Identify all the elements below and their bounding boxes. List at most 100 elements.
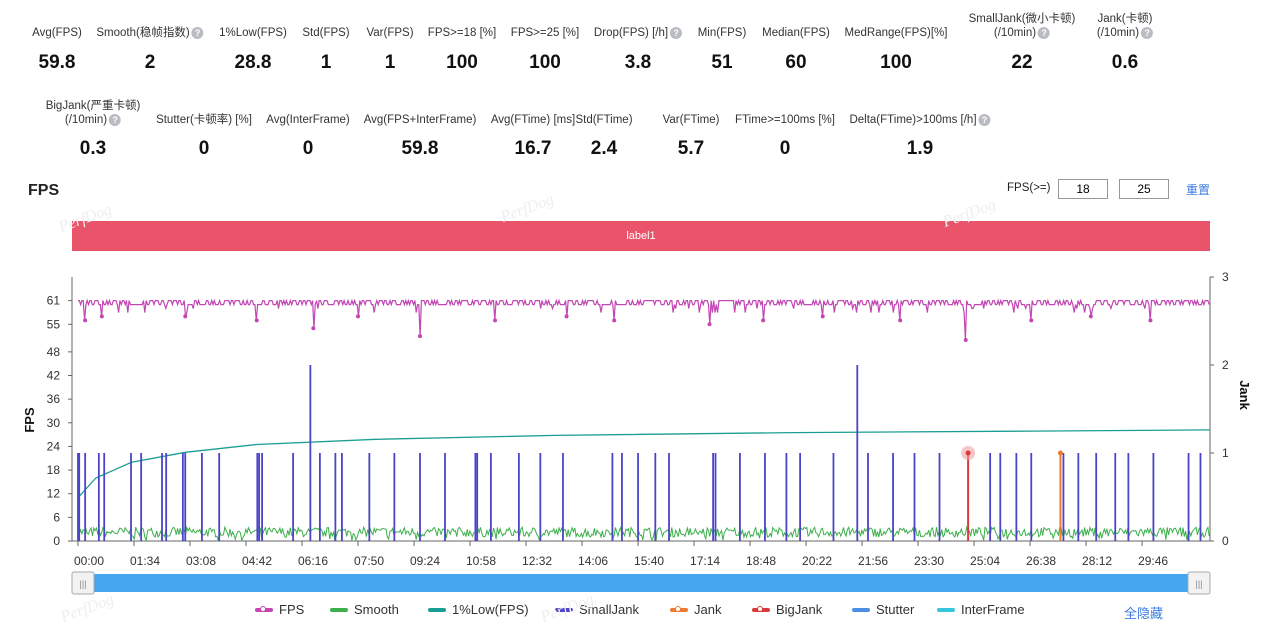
stat-label: Smooth(稳帧指数)? [96, 26, 204, 40]
slider-left-handle[interactable] [71, 571, 95, 595]
stat-value: 100 [529, 52, 561, 73]
fps-dip-point [1088, 314, 1093, 319]
label-bar[interactable]: label1 [72, 221, 1210, 251]
y-tick-label: 48 [47, 345, 61, 359]
stat-label-text: Stutter(卡顿率) [%] [156, 114, 252, 126]
legend-swatch-icon [670, 605, 688, 612]
help-icon[interactable]: ? [670, 26, 683, 39]
jank-point [1057, 450, 1063, 456]
stat-label-text: Drop(FPS) [/h] [593, 27, 669, 39]
legend-item-smalljank[interactable]: SmallJank [555, 602, 639, 617]
y-tick-label: 42 [47, 369, 61, 383]
y-tick-label: 6 [53, 510, 60, 524]
stat-label: Std(FTime) [575, 113, 632, 127]
y-tick-label: 24 [47, 439, 61, 453]
bigjank-point [965, 450, 971, 456]
fps-dip-point [311, 326, 316, 331]
legend-item-interframe[interactable]: InterFrame [937, 602, 1025, 617]
legend-item-smooth[interactable]: Smooth [330, 602, 399, 617]
fps-dip-point [707, 322, 712, 327]
legend-swatch-icon [428, 607, 446, 612]
y-right-axis-label: Jank [1237, 380, 1252, 410]
legend-item-fps[interactable]: FPS [255, 602, 304, 617]
x-tick-label: 00:00 [74, 554, 104, 568]
fps-dip-point [564, 314, 569, 319]
stat-value: 3.8 [624, 52, 652, 73]
stat-value: 0.3 [79, 138, 107, 159]
y-right-tick-label: 3 [1222, 270, 1229, 284]
help-icon[interactable]: ? [109, 113, 122, 126]
stats-panel: Avg(FPS) 59.8 Smooth(稳帧指数)? 2 1%Low(FPS) 28.8… [0, 0, 1268, 170]
fps-threshold-1-input[interactable] [1058, 179, 1108, 199]
fps-dip-point [254, 318, 259, 323]
legend-item-stutter[interactable]: Stutter [852, 602, 914, 617]
x-tick-label: 17:14 [690, 554, 720, 568]
x-tick-label: 01:34 [130, 554, 160, 568]
legend-item-jank[interactable]: Jank [670, 602, 721, 617]
x-tick-label: 20:22 [802, 554, 832, 568]
stat-label: Avg(InterFrame) [266, 113, 350, 127]
stat-label-text: BigJank(严重卡顿) [45, 100, 141, 112]
time-range-slider[interactable] [72, 574, 1210, 592]
stat-label-unit: (/10min) [1096, 27, 1140, 39]
reset-button[interactable]: 重置 [1186, 183, 1211, 197]
smooth-series-line [77, 525, 1210, 543]
y-right-tick-label: 2 [1222, 358, 1229, 372]
stat-label-text: Jank(卡顿) [1097, 13, 1153, 25]
y-tick-label: 0 [53, 534, 60, 548]
stat-label-text: Avg(FPS+InterFrame) [363, 114, 477, 126]
help-icon[interactable]: ? [191, 26, 204, 39]
x-tick-label: 18:48 [746, 554, 776, 568]
fps-dip-point [183, 314, 188, 319]
legend-label: Jank [694, 602, 722, 617]
help-icon[interactable]: ? [1141, 26, 1154, 39]
stat-label: Var(FPS) [366, 26, 413, 40]
help-icon[interactable]: ? [1038, 26, 1051, 39]
help-icon[interactable]: ? [978, 113, 991, 126]
fps-threshold-label: FPS(>=) [1007, 182, 1051, 194]
stat-label-text: Avg(InterFrame) [266, 114, 350, 126]
hide-all-button[interactable]: 全隐藏 [1124, 606, 1164, 621]
fps-threshold-2-input[interactable] [1119, 179, 1169, 199]
stat-value: 100 [446, 52, 478, 73]
y-right-tick-label: 0 [1222, 534, 1229, 548]
stat-value: 1 [384, 52, 396, 73]
stat-label: Delta(FTime)>100ms [/h]? [849, 113, 991, 127]
x-tick-label: 28:12 [1082, 554, 1112, 568]
legend-item-bigjank[interactable]: BigJank [752, 602, 822, 617]
fps-dip-point [761, 318, 766, 323]
stat-label-text: FTime>=100ms [%] [735, 114, 835, 126]
stat-value: 0 [779, 138, 791, 159]
legend-item-1lowfps[interactable]: 1%Low(FPS) [428, 602, 529, 617]
legend-swatch-icon [937, 607, 955, 612]
stat-label-text: FPS>=25 [%] [510, 27, 580, 39]
stat-label-text: Min(FPS) [697, 27, 747, 39]
fps-dip-point [820, 314, 825, 319]
fps-dip-point [356, 314, 361, 319]
x-tick-label: 15:40 [634, 554, 664, 568]
stat-label-text: Median(FPS) [762, 27, 830, 39]
legend-swatch-icon [330, 607, 348, 612]
x-tick-label: 06:16 [298, 554, 328, 568]
x-tick-label: 12:32 [522, 554, 552, 568]
y-right-tick-label: 1 [1222, 446, 1229, 460]
stat-label: Stutter(卡顿率) [%] [156, 113, 252, 127]
y-tick-label: 12 [47, 487, 61, 501]
slider-right-handle[interactable] [1187, 571, 1211, 595]
stat-label-text: Std(FTime) [575, 114, 633, 126]
stat-label: FPS>=25 [%] [511, 26, 579, 40]
stat-label-text: 1%Low(FPS) [219, 27, 287, 39]
legend-label: 1%Low(FPS) [452, 602, 529, 617]
stat-value: 51 [711, 52, 733, 73]
stat-label-unit: (/10min) [64, 114, 108, 126]
stat-value: 5.7 [677, 138, 705, 159]
x-tick-label: 21:56 [858, 554, 888, 568]
stat-value: 100 [880, 52, 912, 73]
fps-dip-point [1148, 318, 1153, 323]
stat-label: Min(FPS) [698, 26, 747, 40]
y-axis-label: FPS [22, 407, 37, 433]
legend-swatch-icon [852, 607, 870, 612]
fps-dip-point [99, 314, 104, 319]
stat-value: 0 [302, 138, 314, 159]
stat-value: 60 [785, 52, 807, 73]
